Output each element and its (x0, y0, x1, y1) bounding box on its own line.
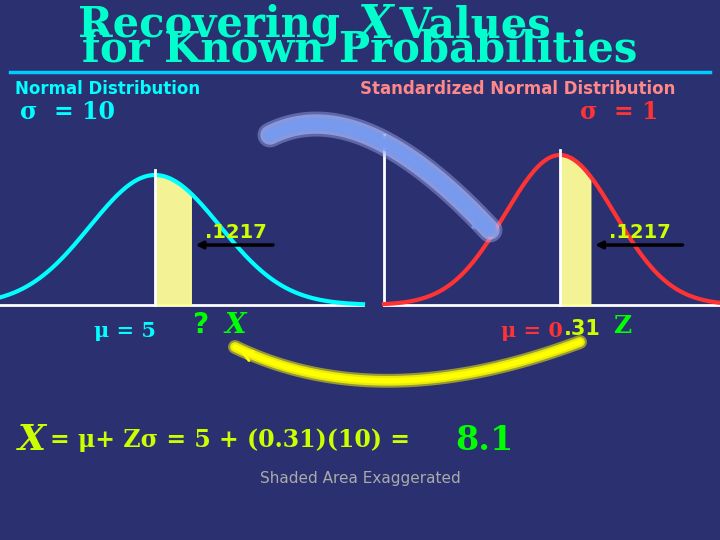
Text: .31: .31 (564, 319, 600, 339)
Text: Recovering: Recovering (78, 4, 355, 46)
Text: 8.1: 8.1 (455, 423, 513, 456)
Text: σ  = 1: σ = 1 (580, 100, 659, 124)
Text: X: X (357, 2, 392, 48)
Text: Shaded Area Exaggerated: Shaded Area Exaggerated (260, 470, 460, 485)
Text: .1217: .1217 (205, 223, 266, 242)
Text: Standardized Normal Distribution: Standardized Normal Distribution (360, 80, 675, 98)
Text: Z: Z (613, 314, 631, 338)
Text: Values: Values (385, 4, 551, 46)
Text: μ = 5: μ = 5 (94, 321, 156, 341)
Text: X: X (224, 312, 246, 339)
Text: σ  = 10: σ = 10 (20, 100, 115, 124)
Text: .1217: .1217 (609, 223, 671, 242)
Text: ?: ? (192, 311, 208, 339)
Text: Normal Distribution: Normal Distribution (15, 80, 200, 98)
Text: for Known Probabilities: for Known Probabilities (82, 29, 638, 71)
Text: = μ+ Zσ = 5 + (0.31)(10) =: = μ+ Zσ = 5 + (0.31)(10) = (50, 428, 410, 452)
Text: μ = 0: μ = 0 (501, 321, 563, 341)
Text: X: X (18, 423, 46, 457)
